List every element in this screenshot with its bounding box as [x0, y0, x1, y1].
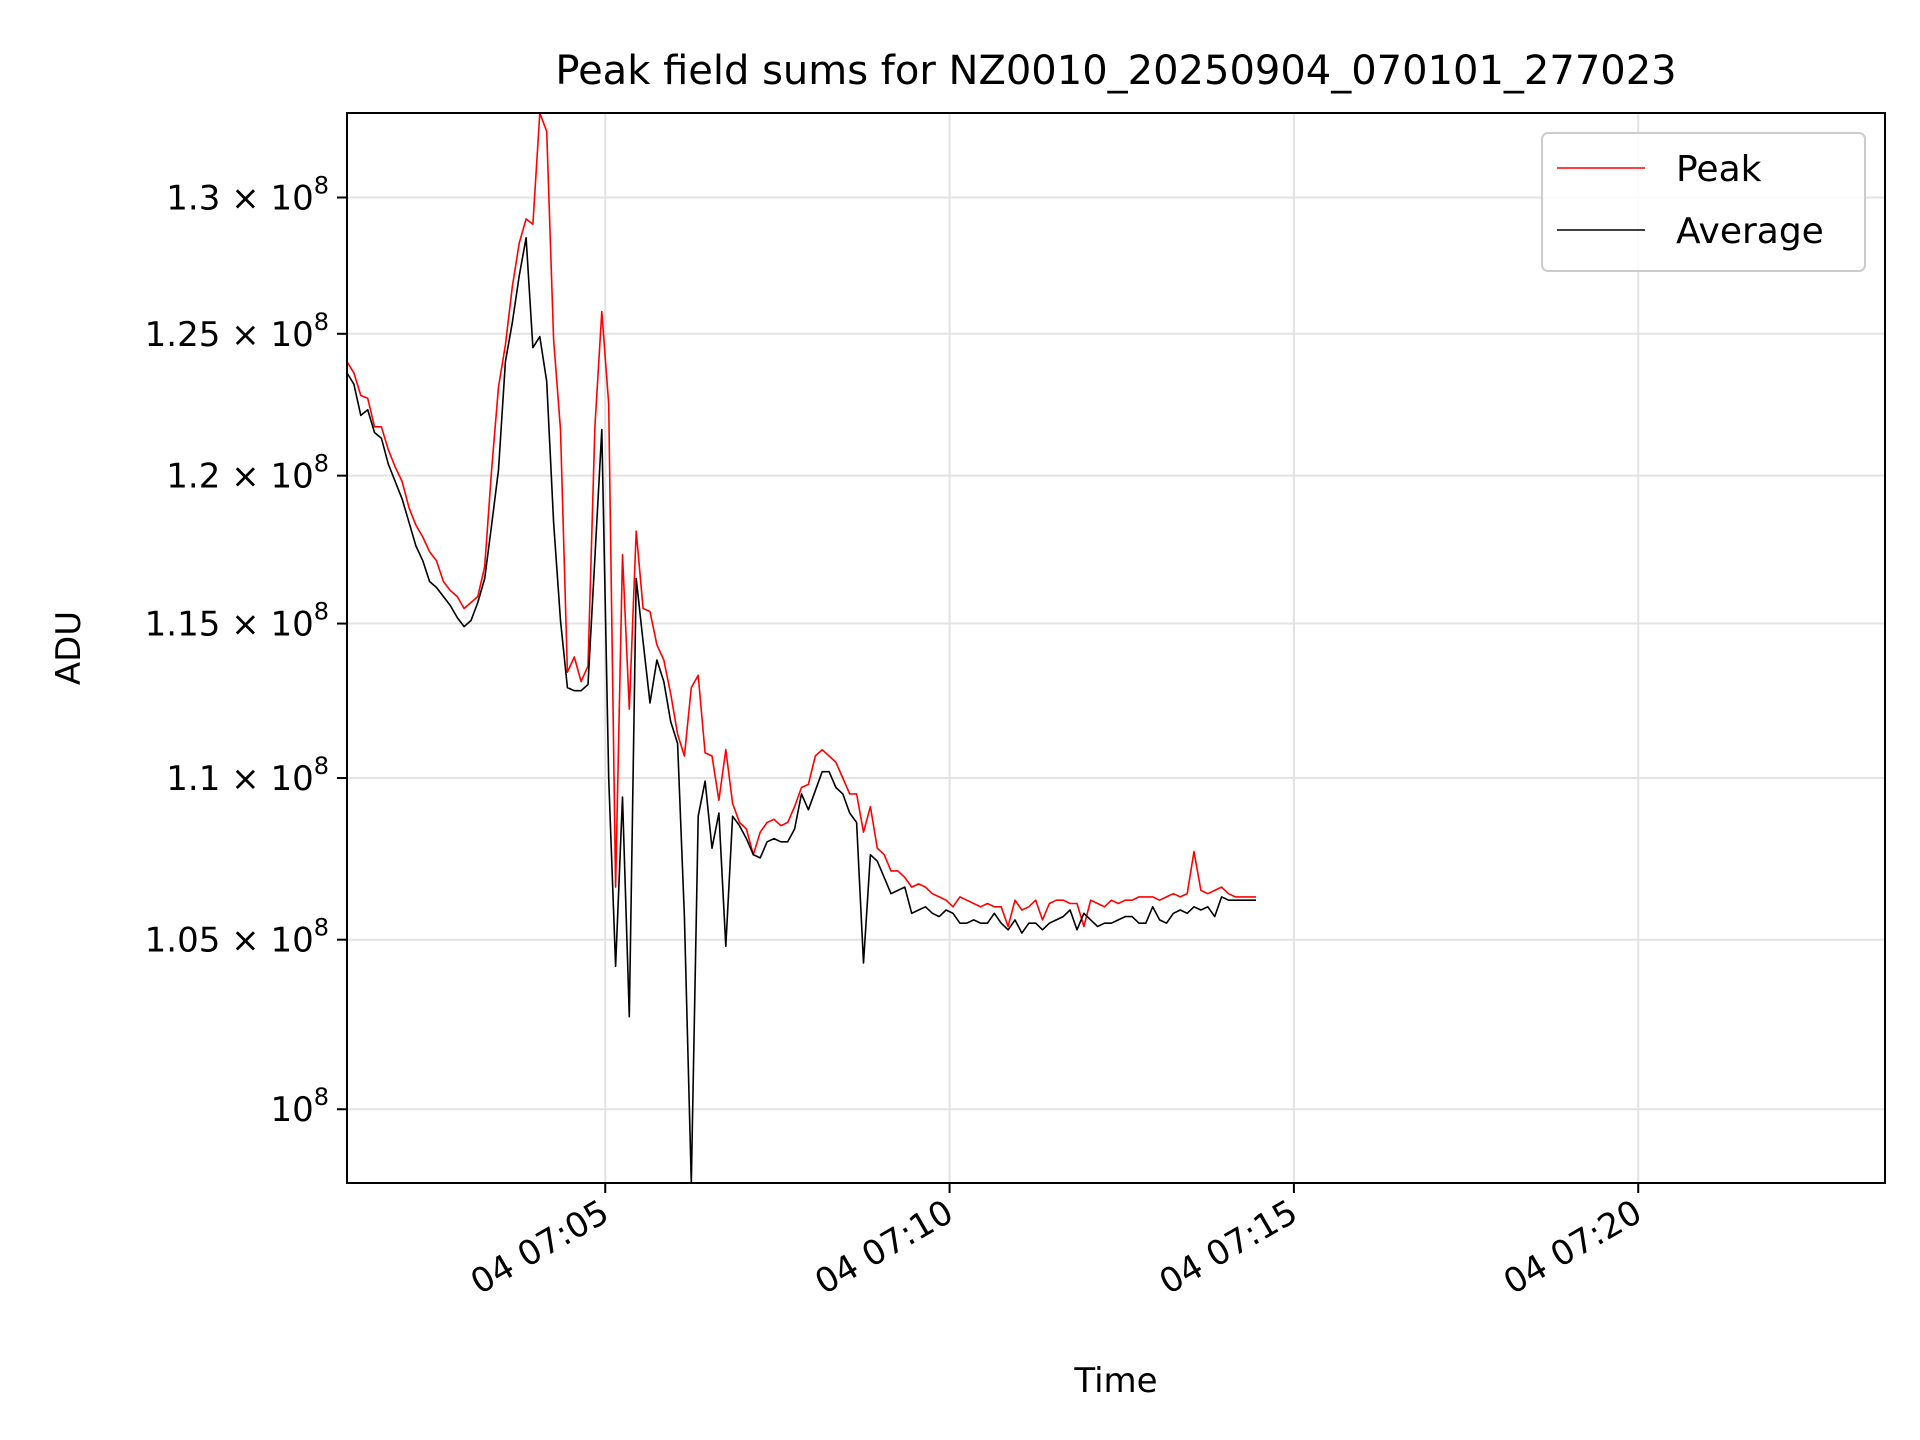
- plot-area-frame: [346, 112, 1886, 1184]
- y-axis-label: ADU: [49, 611, 89, 685]
- y-tick-label: 1.2 × 108: [166, 450, 329, 497]
- x-axis-label: Time: [1073, 1361, 1157, 1401]
- y-tick-label: 1.05 × 108: [145, 914, 329, 961]
- series-line-average: [347, 237, 1256, 1183]
- series-group: [347, 113, 1256, 1183]
- chart-title: Peak field sums for NZ0010_20250904_0701…: [555, 48, 1676, 94]
- legend-label-average: Average: [1676, 211, 1824, 252]
- y-tick-label: 1.15 × 108: [145, 598, 329, 645]
- series-line-peak: [347, 113, 1256, 928]
- legend-label-peak: Peak: [1676, 149, 1762, 190]
- y-tick-label: 1.3 × 108: [166, 172, 329, 219]
- y-tick-label: 1.25 × 108: [145, 308, 329, 355]
- y-tick-label: 108: [270, 1083, 329, 1130]
- y-tick-label: 1.1 × 108: [166, 752, 329, 799]
- legend: Peak Average: [1541, 132, 1866, 272]
